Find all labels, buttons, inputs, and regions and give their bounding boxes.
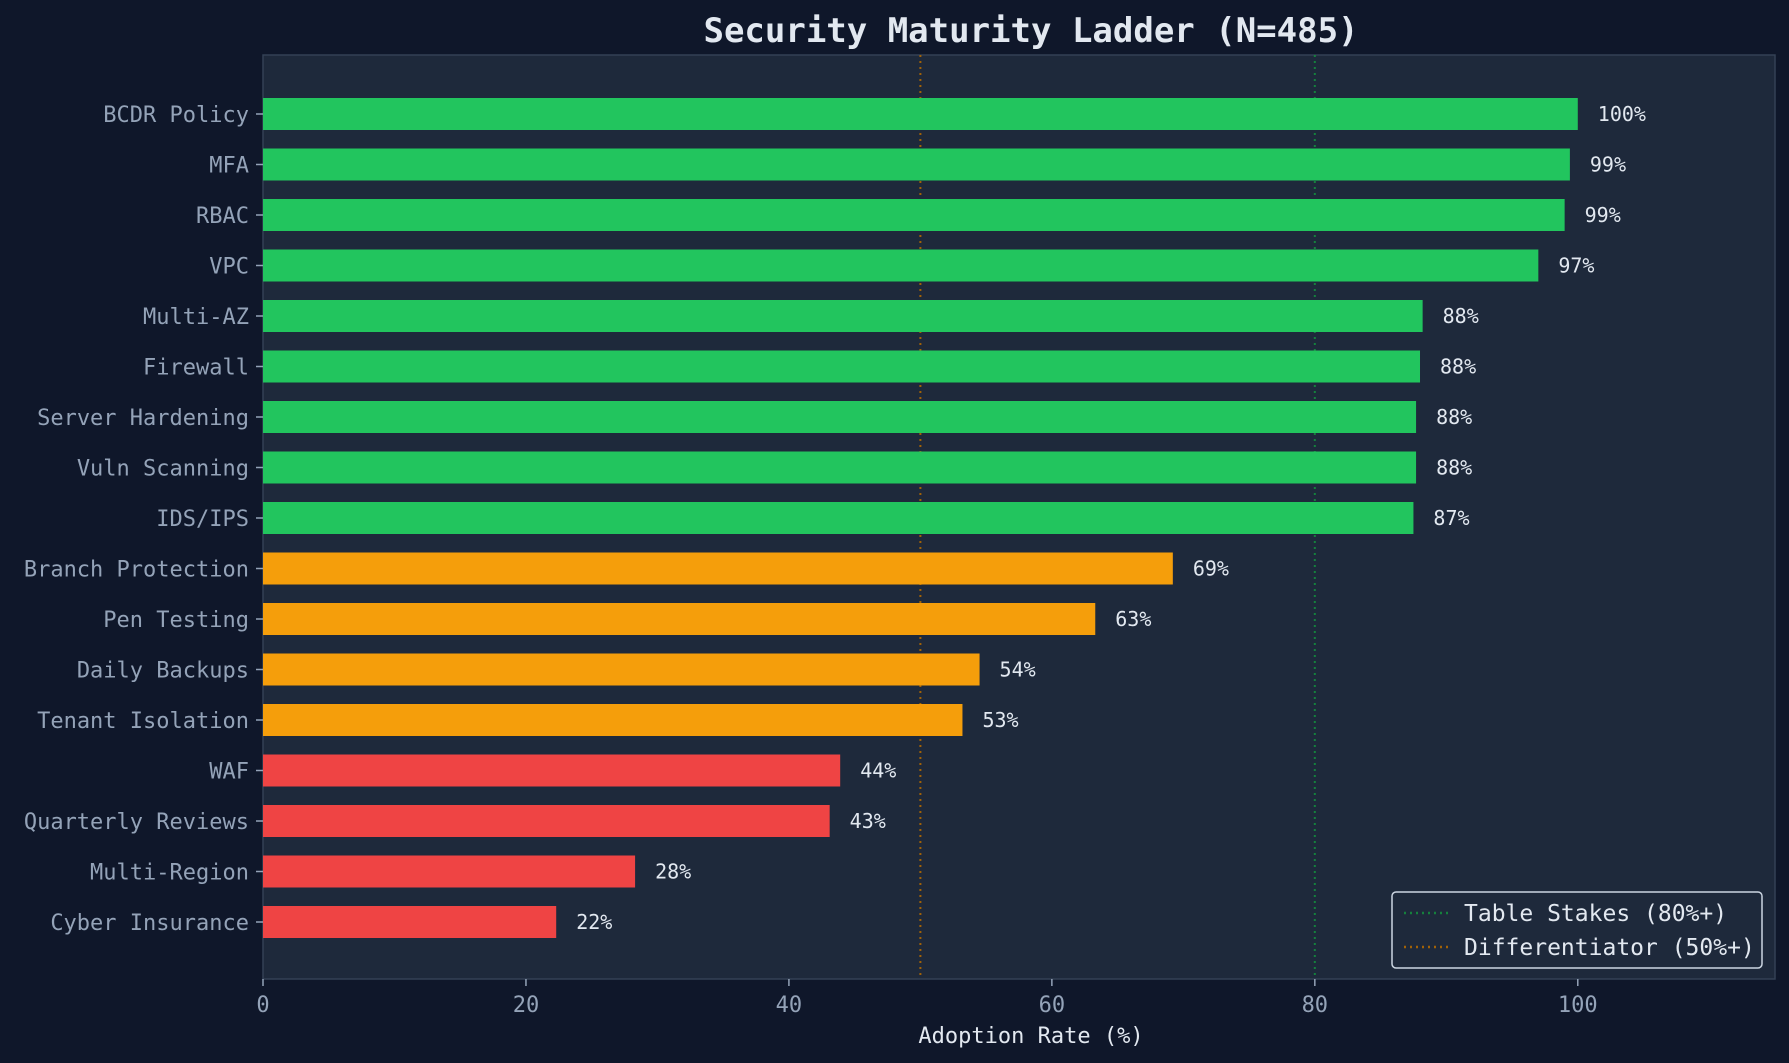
legend: Table Stakes (80%+) Differentiator (50%+… <box>1391 891 1763 969</box>
y-tick-label: IDS/IPS <box>156 507 249 532</box>
bar <box>263 603 1096 635</box>
bar <box>263 805 830 837</box>
bar <box>263 552 1173 585</box>
bar <box>263 98 1578 130</box>
legend-label-differentiator: Differentiator (50%+) <box>1464 935 1755 961</box>
y-tick-label: WAF <box>209 760 249 785</box>
value-label: 88% <box>1436 405 1472 429</box>
bar <box>263 502 1414 534</box>
value-label: 44% <box>860 759 896 783</box>
value-label: 88% <box>1440 355 1476 379</box>
value-labels: 100% 99% 99% 97% 88% 88% 88% 88% 87% 69% 63% 54% 53%… <box>576 102 1646 934</box>
value-label: 43% <box>850 809 886 833</box>
y-tick-label: Server Hardening <box>37 406 249 431</box>
x-tick-label: 40 <box>776 993 803 1018</box>
x-axis-label: Adoption Rate (%) <box>918 1024 1143 1049</box>
value-label: 99% <box>1590 153 1626 177</box>
bar <box>263 249 1539 282</box>
y-tick-label: Tenant Isolation <box>37 709 249 734</box>
y-tick-label: Multi-Region <box>90 861 249 886</box>
bar <box>263 148 1570 181</box>
legend-label-table-stakes: Table Stakes (80%+) <box>1464 901 1727 927</box>
bar <box>263 350 1421 383</box>
bar <box>263 704 963 736</box>
value-label: 69% <box>1193 557 1229 581</box>
bar <box>263 754 841 787</box>
y-tick-label: VPC <box>209 255 249 280</box>
bar <box>263 300 1423 332</box>
chart-title: Security Maturity Ladder (N=485) <box>703 11 1358 51</box>
y-tick-label: Quarterly Reviews <box>24 810 249 835</box>
y-tick-label: Pen Testing <box>103 608 249 633</box>
bar <box>263 199 1565 231</box>
value-label: 63% <box>1115 607 1151 631</box>
value-label: 87% <box>1433 506 1469 530</box>
y-tick-label: Vuln Scanning <box>77 457 249 482</box>
y-tick-label: MFA <box>209 154 249 179</box>
bar <box>263 451 1417 484</box>
y-tick-label: Multi-AZ <box>143 305 249 330</box>
value-label: 88% <box>1436 456 1472 480</box>
bar <box>263 855 636 888</box>
value-label: 99% <box>1585 203 1621 227</box>
value-label: 100% <box>1598 102 1646 126</box>
value-label: 54% <box>1000 658 1036 682</box>
x-axis: 0 20 40 60 80 100 <box>256 979 1598 1018</box>
y-tick-label: RBAC <box>196 204 249 229</box>
y-tick-label: Cyber Insurance <box>50 911 249 936</box>
x-tick-label: 60 <box>1039 993 1066 1018</box>
y-tick-label: Daily Backups <box>77 659 249 684</box>
x-tick-label: 100 <box>1558 993 1598 1018</box>
y-tick-label: Firewall <box>143 356 249 381</box>
value-label: 88% <box>1443 304 1479 328</box>
y-tick-label: Branch Protection <box>24 558 249 583</box>
bar <box>263 401 1417 433</box>
y-axis: BCDR Policy MFA RBAC VPC Multi-AZ Firewall Ser… <box>24 103 263 936</box>
value-label: 97% <box>1558 254 1594 278</box>
legend-box <box>1391 891 1763 969</box>
x-tick-label: 0 <box>256 993 269 1018</box>
y-tick-label: BCDR Policy <box>103 103 249 128</box>
value-label: 53% <box>982 708 1018 732</box>
value-label: 22% <box>576 910 612 934</box>
x-tick-label: 20 <box>513 993 540 1018</box>
bar <box>263 653 980 686</box>
x-tick-label: 80 <box>1302 993 1329 1018</box>
value-label: 28% <box>655 860 691 884</box>
bars <box>263 98 1578 938</box>
bar <box>263 906 557 938</box>
